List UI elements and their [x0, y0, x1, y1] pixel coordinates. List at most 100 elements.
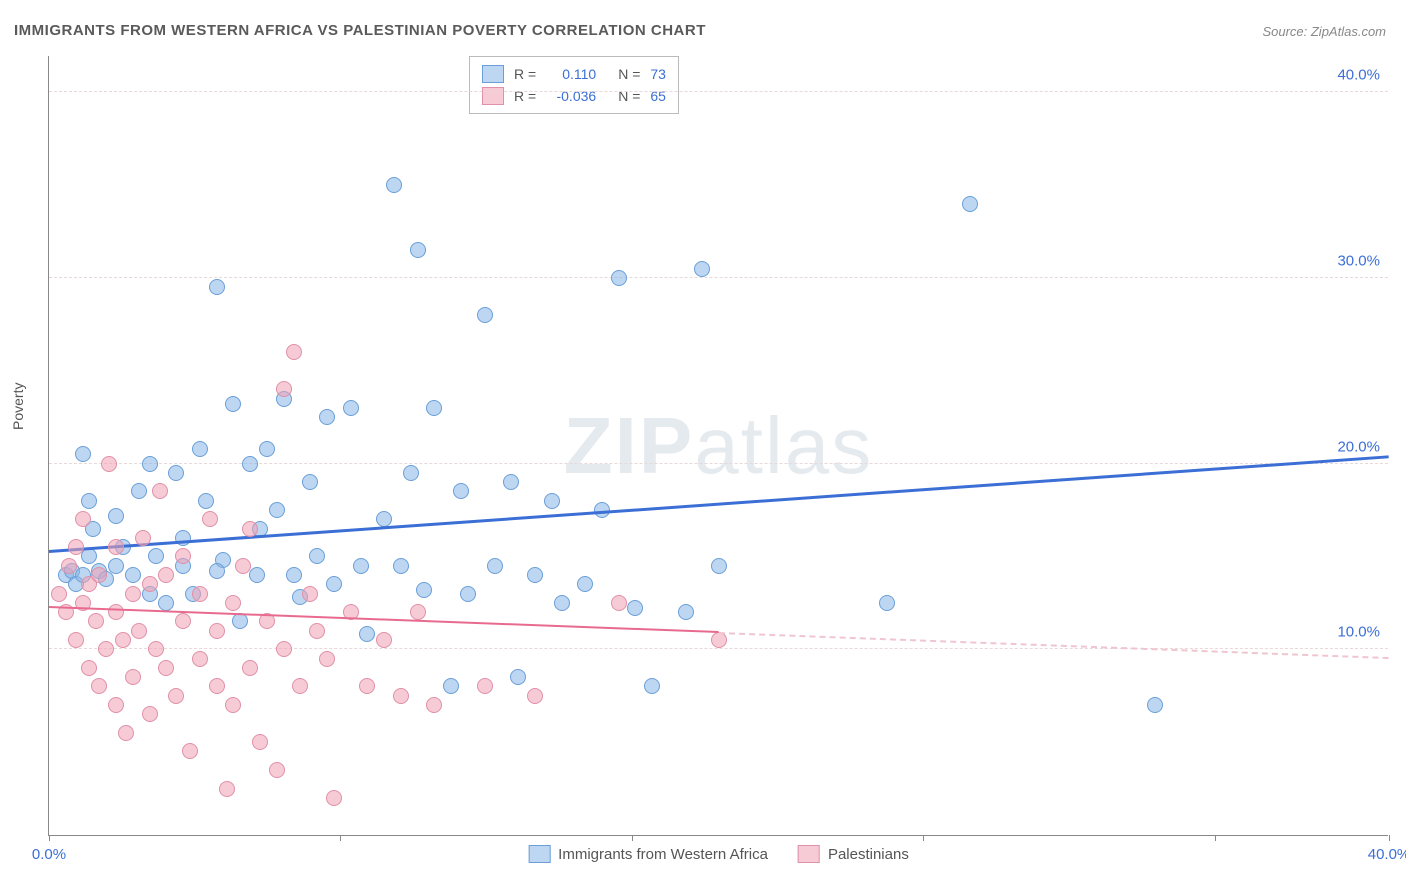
data-point [319, 651, 335, 667]
data-point [142, 706, 158, 722]
y-tick-label: 10.0% [1337, 624, 1380, 641]
data-point [158, 660, 174, 676]
legend-swatch [482, 65, 504, 83]
y-tick-label: 30.0% [1337, 252, 1380, 269]
data-point [359, 626, 375, 642]
trend-line-dashed [719, 632, 1389, 659]
data-point [286, 567, 302, 583]
data-point [477, 678, 493, 694]
y-tick-label: 20.0% [1337, 438, 1380, 455]
x-tick [1389, 835, 1390, 841]
data-point [292, 678, 308, 694]
data-point [242, 660, 258, 676]
data-point [118, 725, 134, 741]
x-tick [632, 835, 633, 841]
data-point [1147, 697, 1163, 713]
data-point [91, 567, 107, 583]
data-point [108, 604, 124, 620]
legend-label: Immigrants from Western Africa [558, 846, 768, 863]
data-point [477, 307, 493, 323]
data-point [168, 465, 184, 481]
data-point [403, 465, 419, 481]
legend-item: Palestinians [798, 845, 909, 863]
chart-title: IMMIGRANTS FROM WESTERN AFRICA VS PALEST… [14, 22, 706, 39]
data-point [611, 270, 627, 286]
data-point [460, 586, 476, 602]
data-point [168, 688, 184, 704]
legend-label: Palestinians [828, 846, 909, 863]
data-point [443, 678, 459, 694]
legend-n-value: 73 [650, 66, 666, 82]
data-point [209, 678, 225, 694]
data-point [410, 242, 426, 258]
data-point [209, 563, 225, 579]
data-point [510, 669, 526, 685]
data-point [108, 508, 124, 524]
legend-n-label: N = [618, 66, 640, 82]
data-point [98, 641, 114, 657]
legend-swatch [528, 845, 550, 863]
data-point [68, 539, 84, 555]
data-point [75, 446, 91, 462]
data-point [711, 558, 727, 574]
data-point [627, 600, 643, 616]
data-point [644, 678, 660, 694]
data-point [962, 196, 978, 212]
data-point [453, 483, 469, 499]
data-point [101, 456, 117, 472]
source-attribution: Source: ZipAtlas.com [1262, 24, 1386, 39]
data-point [51, 586, 67, 602]
series-legend: Immigrants from Western Africa Palestinia… [528, 845, 909, 863]
legend-item: Immigrants from Western Africa [528, 845, 768, 863]
data-point [142, 456, 158, 472]
data-point [192, 586, 208, 602]
legend-r-value: 0.110 [546, 66, 596, 82]
data-point [276, 641, 292, 657]
data-point [269, 762, 285, 778]
data-point [678, 604, 694, 620]
data-point [192, 441, 208, 457]
watermark-light: atlas [694, 401, 873, 490]
data-point [108, 558, 124, 574]
legend-row: R =-0.036N =65 [482, 85, 666, 107]
watermark-bold: ZIP [564, 401, 694, 490]
data-point [131, 623, 147, 639]
gridline [49, 277, 1388, 278]
data-point [232, 613, 248, 629]
data-point [426, 400, 442, 416]
data-point [309, 623, 325, 639]
data-point [410, 604, 426, 620]
data-point [61, 558, 77, 574]
data-point [326, 576, 342, 592]
data-point [235, 558, 251, 574]
data-point [286, 344, 302, 360]
y-tick-label: 40.0% [1337, 67, 1380, 84]
x-tick [923, 835, 924, 841]
watermark: ZIPatlas [564, 400, 873, 492]
data-point [503, 474, 519, 490]
data-point [148, 641, 164, 657]
data-point [81, 548, 97, 564]
data-point [694, 261, 710, 277]
data-point [554, 595, 570, 611]
data-point [158, 567, 174, 583]
data-point [125, 586, 141, 602]
data-point [353, 558, 369, 574]
data-point [269, 502, 285, 518]
data-point [309, 548, 325, 564]
data-point [879, 595, 895, 611]
data-point [182, 743, 198, 759]
data-point [209, 623, 225, 639]
x-tick [1215, 835, 1216, 841]
data-point [175, 613, 191, 629]
gridline [49, 91, 1388, 92]
data-point [108, 539, 124, 555]
data-point [376, 632, 392, 648]
data-point [202, 511, 218, 527]
data-point [249, 567, 265, 583]
data-point [276, 381, 292, 397]
data-point [115, 632, 131, 648]
legend-swatch [798, 845, 820, 863]
legend-r-label: R = [514, 66, 536, 82]
data-point [416, 582, 432, 598]
